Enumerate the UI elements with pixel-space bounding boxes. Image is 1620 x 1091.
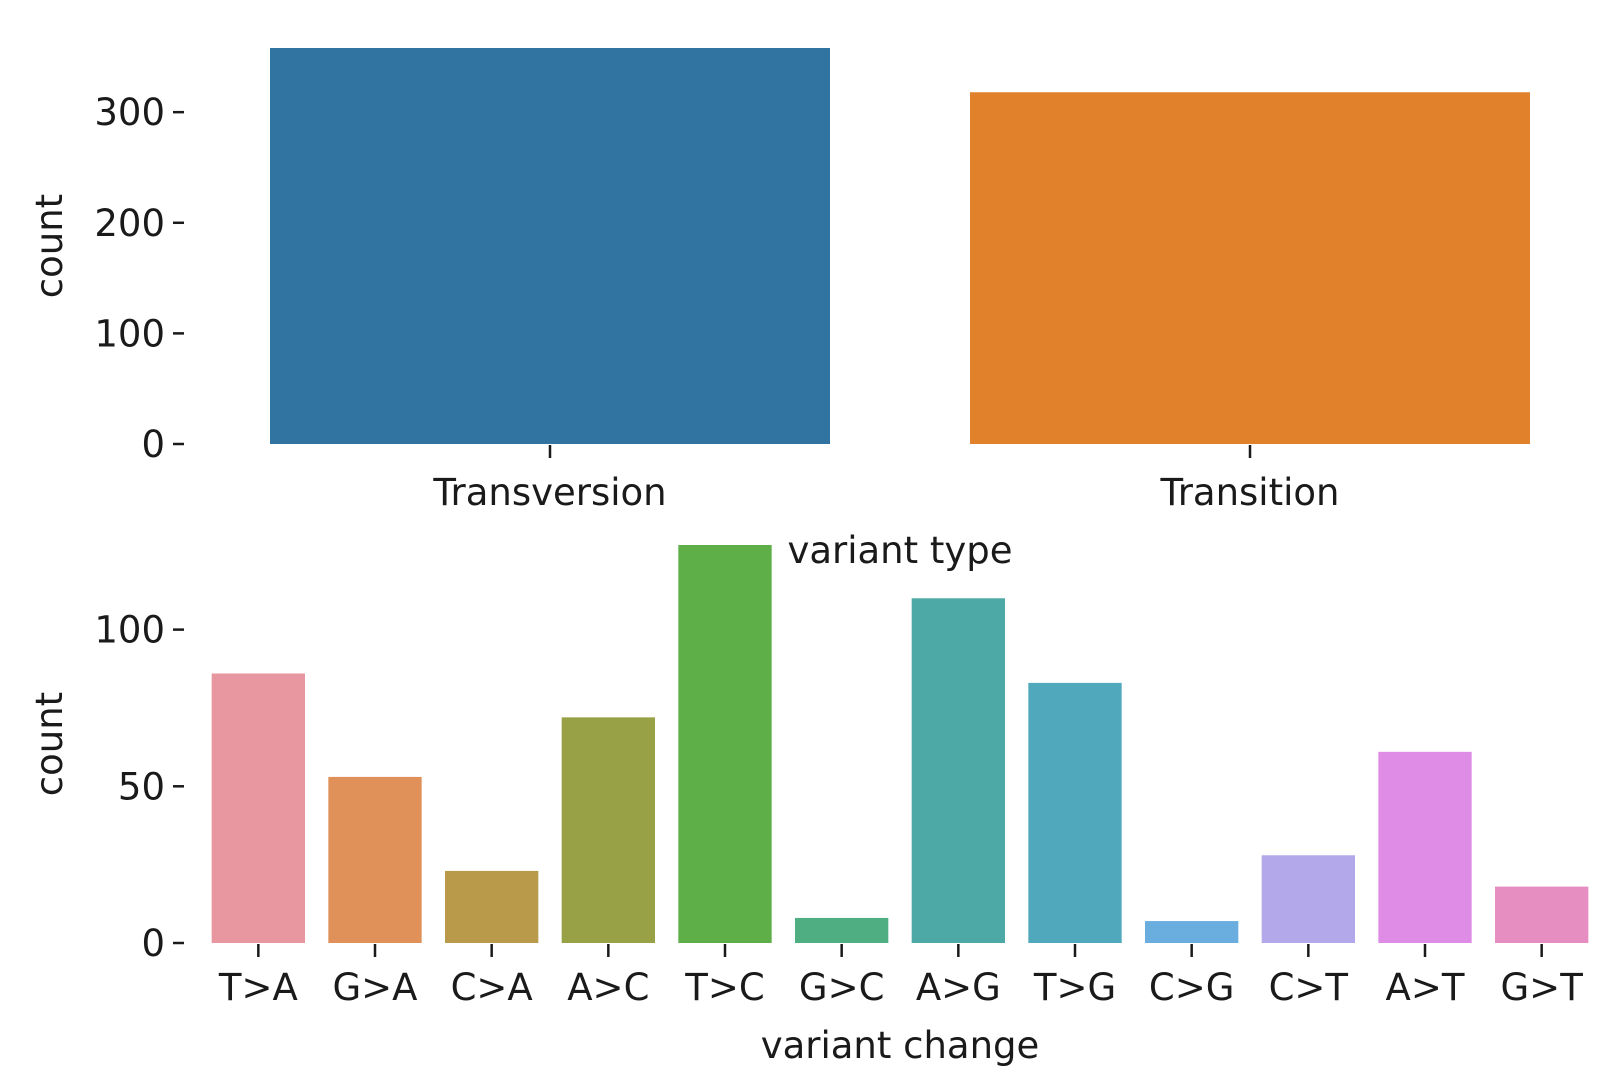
bar-a-g [911,598,1005,943]
x-tick-label: G>A [333,966,418,1009]
x-tick-label: Transition [1160,471,1340,514]
y-tick-label: 50 [118,765,165,808]
x-tick-label: G>T [1501,966,1584,1009]
bar-g-c [795,917,889,943]
bar-c-a [445,870,539,943]
chart-variant-type: 0 100 200 300 Transversion Transition variant … [28,48,1530,572]
y-axis-label: count [28,692,71,796]
bar-t-a [211,673,305,943]
x-tick-label: A>C [567,966,649,1009]
y-tick-label: 0 [141,922,165,965]
x-axis-label: variant change [761,1024,1040,1067]
x-tick-label: C>T [1269,966,1349,1009]
bar-t-g [1028,682,1122,943]
x-tick-label: C>A [451,966,533,1009]
x-tick-label: A>G [916,966,1001,1009]
bar-a-c [561,717,655,943]
x-tick-label: G>C [799,966,885,1009]
x-tick-label: T>C [684,966,764,1009]
y-axis-label: count [28,194,71,298]
x-tick-label: A>T [1386,966,1465,1009]
y-tick-label: 0 [141,423,165,466]
x-tick-label: Transversion [432,471,666,514]
bar-a-t [1378,751,1472,943]
y-tick-label: 200 [94,202,165,245]
chart-variant-change: 0 50 100 T>A G>A C>A A>C T>C G>C A>G T>G C>G C>T A>T G… [28,545,1589,1067]
bar-g-a [328,776,422,943]
x-tick-label: C>G [1149,966,1235,1009]
x-tick-label: T>A [218,966,298,1009]
bar-c-g [1145,921,1239,943]
y-tick-label: 100 [94,609,165,652]
bar-t-c [678,545,772,943]
bar-transversion [270,48,830,444]
bar-g-t [1495,886,1589,943]
x-axis-label: variant type [787,529,1012,572]
bar-transition [970,92,1530,444]
y-tick-label: 100 [94,312,165,355]
bar-c-t [1261,855,1355,943]
x-tick-label: T>G [1033,966,1116,1009]
y-tick-label: 300 [94,91,165,134]
